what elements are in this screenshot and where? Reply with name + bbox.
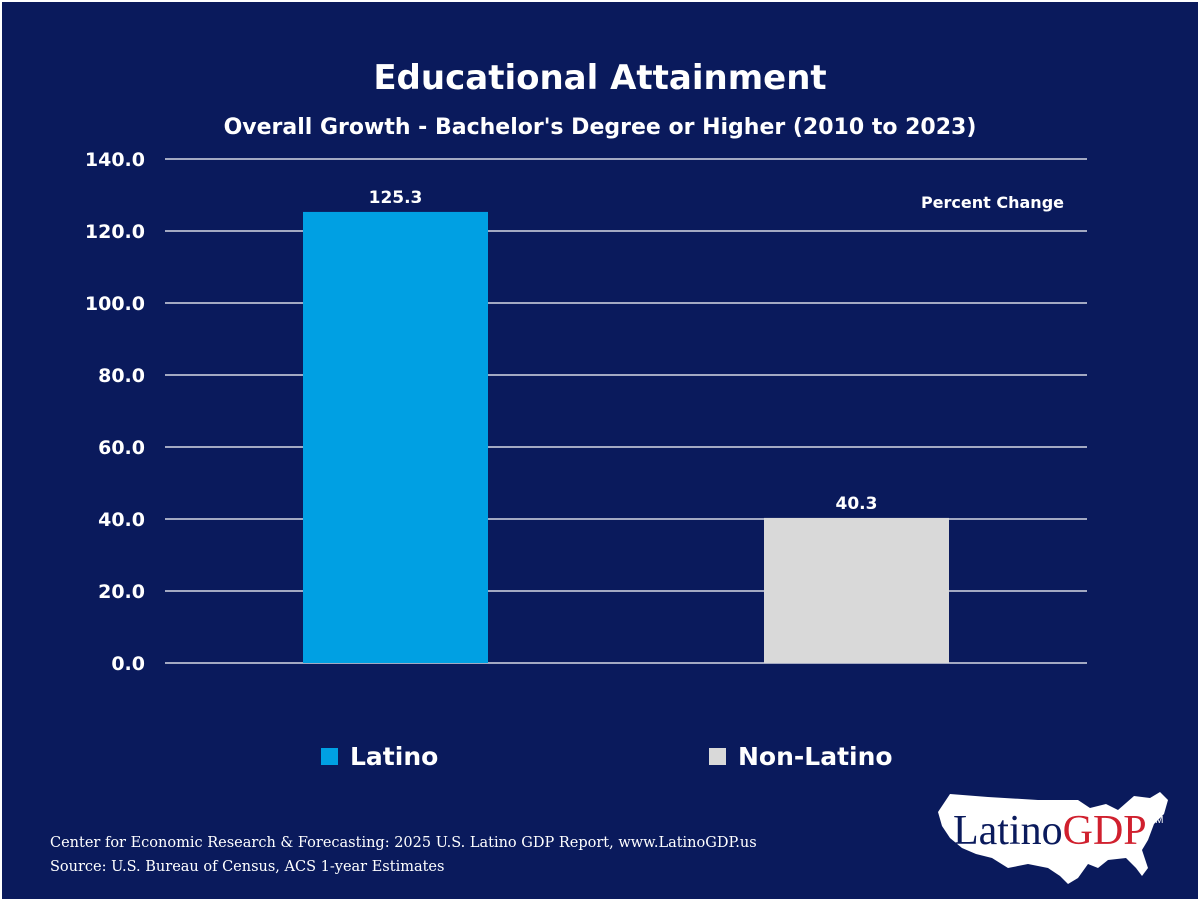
- footer-credit: Center for Economic Research & Forecasti…: [50, 835, 757, 851]
- legend-label-non-latino: Non-Latino: [738, 742, 893, 771]
- legend-swatch-latino: [321, 748, 338, 765]
- y-tick-label: 20.0: [98, 581, 145, 603]
- legend-swatch-non-latino: [709, 748, 726, 765]
- y-tick-label: 60.0: [98, 437, 145, 459]
- chart-title: Educational Attainment: [373, 58, 827, 98]
- logo-trademark: TM: [1149, 815, 1164, 826]
- annotation-percent-change: Percent Change: [921, 193, 1064, 212]
- y-tick-label: 140.0: [85, 149, 145, 171]
- footer-source: Source: U.S. Bureau of Census, ACS 1-yea…: [50, 859, 445, 875]
- y-tick-label: 120.0: [85, 221, 145, 243]
- logo-text-latino: Latino: [953, 808, 1063, 854]
- legend-item-latino: Latino: [321, 742, 438, 771]
- legend-label-latino: Latino: [350, 742, 439, 771]
- y-tick-label: 100.0: [85, 293, 145, 315]
- y-tick-label: 0.0: [111, 653, 145, 675]
- bar-chart: 0.0 20.0 40.0 60.0 80.0 100.0 120.0 140.0 125.3 4…: [85, 149, 1087, 675]
- logo-text-gdp: GDP: [1062, 808, 1147, 854]
- y-tick-label: 80.0: [98, 365, 145, 387]
- bar-latino: [303, 211, 488, 664]
- usa-map-icon: [938, 792, 1168, 884]
- data-label: 125.3: [369, 188, 423, 208]
- data-label: 40.3: [836, 494, 878, 514]
- y-tick-label: 40.0: [98, 509, 145, 531]
- legend-item-non-latino: Non-Latino: [709, 742, 893, 771]
- logo-wordmark: LatinoGDP: [953, 810, 1147, 852]
- bar-non-latino: [764, 517, 949, 663]
- chart-subtitle: Overall Growth - Bachelor's Degree or Hi…: [223, 115, 977, 140]
